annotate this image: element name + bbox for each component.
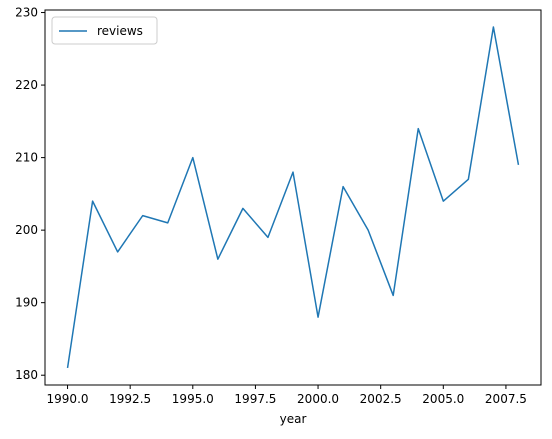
ticks-layer: 1990.0 1992.5 1995.0 1997.5 2000.0 2002.5 2005…: [15, 6, 527, 406]
x-tick-label: 1995.0: [172, 392, 214, 406]
x-tick-label: 1990.0: [47, 392, 89, 406]
x-axis-label: year: [280, 412, 307, 426]
series-layer: [66, 26, 520, 369]
legend: reviews: [51, 16, 158, 45]
y-tick-label: 190: [15, 296, 38, 310]
y-tick-label: 210: [15, 151, 38, 165]
series-line-reviews: [66, 26, 520, 369]
y-tick-label: 230: [15, 6, 38, 20]
y-tick-label: 180: [15, 368, 38, 382]
legend-box: [51, 16, 158, 45]
x-tick-label: 1992.5: [109, 392, 151, 406]
y-tick-label: 200: [15, 223, 38, 237]
x-tick-label: 2007.5: [485, 392, 527, 406]
legend-label-reviews: reviews: [97, 24, 143, 38]
x-tick-label: 2000.0: [297, 392, 339, 406]
plot-frame: [44, 9, 542, 386]
x-tick-label: 1997.5: [234, 392, 276, 406]
x-tick-label: 2002.5: [360, 392, 402, 406]
y-tick-label: 220: [15, 78, 38, 92]
x-tick-label: 2005.0: [422, 392, 464, 406]
